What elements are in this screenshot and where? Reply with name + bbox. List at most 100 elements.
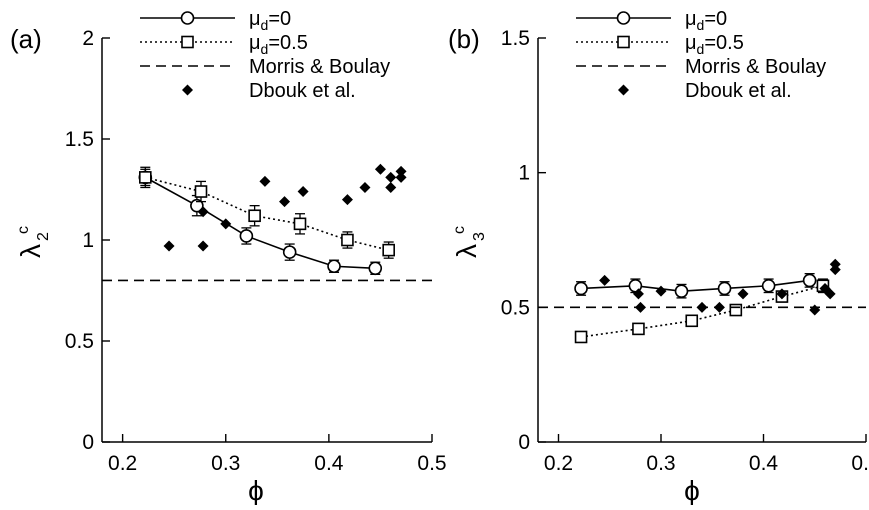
series-dotted-line-square — [139, 168, 395, 259]
y-tick-label: 2 — [82, 27, 94, 50]
data-point — [574, 281, 588, 296]
data-point — [259, 175, 271, 187]
data-point — [632, 322, 645, 336]
data-point — [395, 165, 407, 177]
plot-area: 0 0.5 1 1.5 2 0.2 0.3 0.4 0.5 — [65, 27, 447, 475]
data-point — [139, 171, 152, 184]
data-point — [239, 229, 254, 243]
data-point — [197, 206, 209, 218]
data-point — [297, 186, 309, 198]
data-point — [829, 258, 841, 270]
data-point — [341, 194, 353, 206]
x-tick-label: 0.2 — [544, 452, 573, 475]
legend-marker — [617, 35, 630, 49]
data-point — [776, 288, 788, 300]
data-point — [190, 198, 204, 213]
data-point — [279, 196, 291, 208]
y-tick-label: 0.5 — [65, 330, 94, 353]
y-axis-label: λ 2 c — [15, 226, 52, 258]
data-point — [729, 303, 743, 317]
legend-entry: μd=0.5 — [140, 32, 308, 57]
data-point — [809, 304, 821, 316]
series-line — [581, 279, 810, 292]
data-point — [674, 284, 689, 298]
data-point — [599, 274, 611, 286]
y-tick-label: 1.5 — [501, 27, 530, 50]
y-tick-label: 1 — [518, 162, 530, 185]
data-point — [824, 288, 836, 300]
series-diamond — [163, 163, 407, 252]
plot-area: 0 0.5 1 1.5 0.2 0.3 0.4 0.5 — [501, 27, 869, 475]
x-axis-label: ϕ — [684, 475, 700, 505]
data-point — [385, 181, 397, 193]
data-point — [802, 273, 817, 288]
x-tick-label: 0.5 — [417, 452, 446, 475]
y-axis-superscript: c — [15, 226, 32, 234]
legend-label: Morris & Boulay — [685, 56, 826, 78]
data-point — [696, 301, 708, 313]
legend-label: μd=0 — [249, 8, 291, 33]
y-tick-label: 0 — [82, 431, 94, 454]
x-tick-label: 0.4 — [749, 452, 779, 475]
legend-label: μd=0.5 — [249, 32, 308, 57]
panel-label: (b) — [448, 24, 480, 54]
legend-label: Dbouk et al. — [685, 80, 792, 102]
x-tick-label: 0.3 — [211, 452, 240, 475]
data-point — [713, 301, 725, 313]
legend-entry: μd=0 — [140, 8, 291, 33]
y-axis-subscript: 2 — [35, 232, 52, 241]
legend-label: μd=0.5 — [685, 32, 744, 57]
legend-entry: Morris & Boulay — [576, 56, 826, 78]
series-line — [144, 176, 376, 270]
data-point — [194, 185, 208, 198]
data-point — [220, 218, 232, 230]
data-point — [685, 314, 699, 328]
data-point — [341, 233, 354, 247]
legend-entry: μd=0.5 — [576, 32, 744, 57]
data-point — [632, 288, 644, 300]
y-axis-subscript: 3 — [471, 232, 488, 241]
series-diamond — [599, 258, 841, 316]
y-tick-label: 1 — [82, 229, 94, 252]
y-axis-symbol: λ — [15, 244, 46, 258]
data-point — [359, 181, 371, 193]
data-point — [293, 217, 307, 231]
y-axis-label: λ 3 c — [451, 226, 488, 258]
x-tick-label: 0.2 — [108, 452, 137, 475]
data-point — [368, 261, 383, 276]
panel-label: (a) — [10, 24, 42, 54]
data-point — [385, 171, 397, 183]
legend-entry: Morris & Boulay — [140, 56, 390, 78]
legend-marker — [618, 84, 629, 96]
data-point — [248, 209, 261, 223]
data-point — [197, 240, 209, 252]
data-point — [374, 163, 386, 175]
data-point — [655, 285, 667, 297]
y-axis-symbol: λ — [451, 244, 482, 258]
legend-entry: Dbouk et al. — [182, 80, 356, 102]
data-point — [717, 281, 732, 296]
data-point — [761, 278, 776, 293]
legend-label: μd=0 — [685, 8, 727, 33]
data-point — [574, 330, 588, 344]
y-tick-label: 0.5 — [501, 296, 530, 319]
y-tick-label: 0 — [518, 431, 530, 454]
x-tick-label: 0.4 — [314, 452, 344, 475]
data-point — [163, 240, 175, 252]
legend-marker — [616, 11, 631, 25]
data-point — [737, 288, 749, 300]
legend-label: Morris & Boulay — [249, 56, 390, 78]
x-axis-label: ϕ — [248, 475, 264, 505]
legend-entry: Dbouk et al. — [618, 80, 792, 102]
data-point — [327, 259, 341, 274]
x-tick-label: 0.5 — [851, 452, 869, 475]
data-point — [382, 243, 395, 257]
y-axis-superscript: c — [451, 226, 468, 234]
data-point — [282, 245, 297, 259]
x-tick-label: 0.3 — [646, 452, 675, 475]
